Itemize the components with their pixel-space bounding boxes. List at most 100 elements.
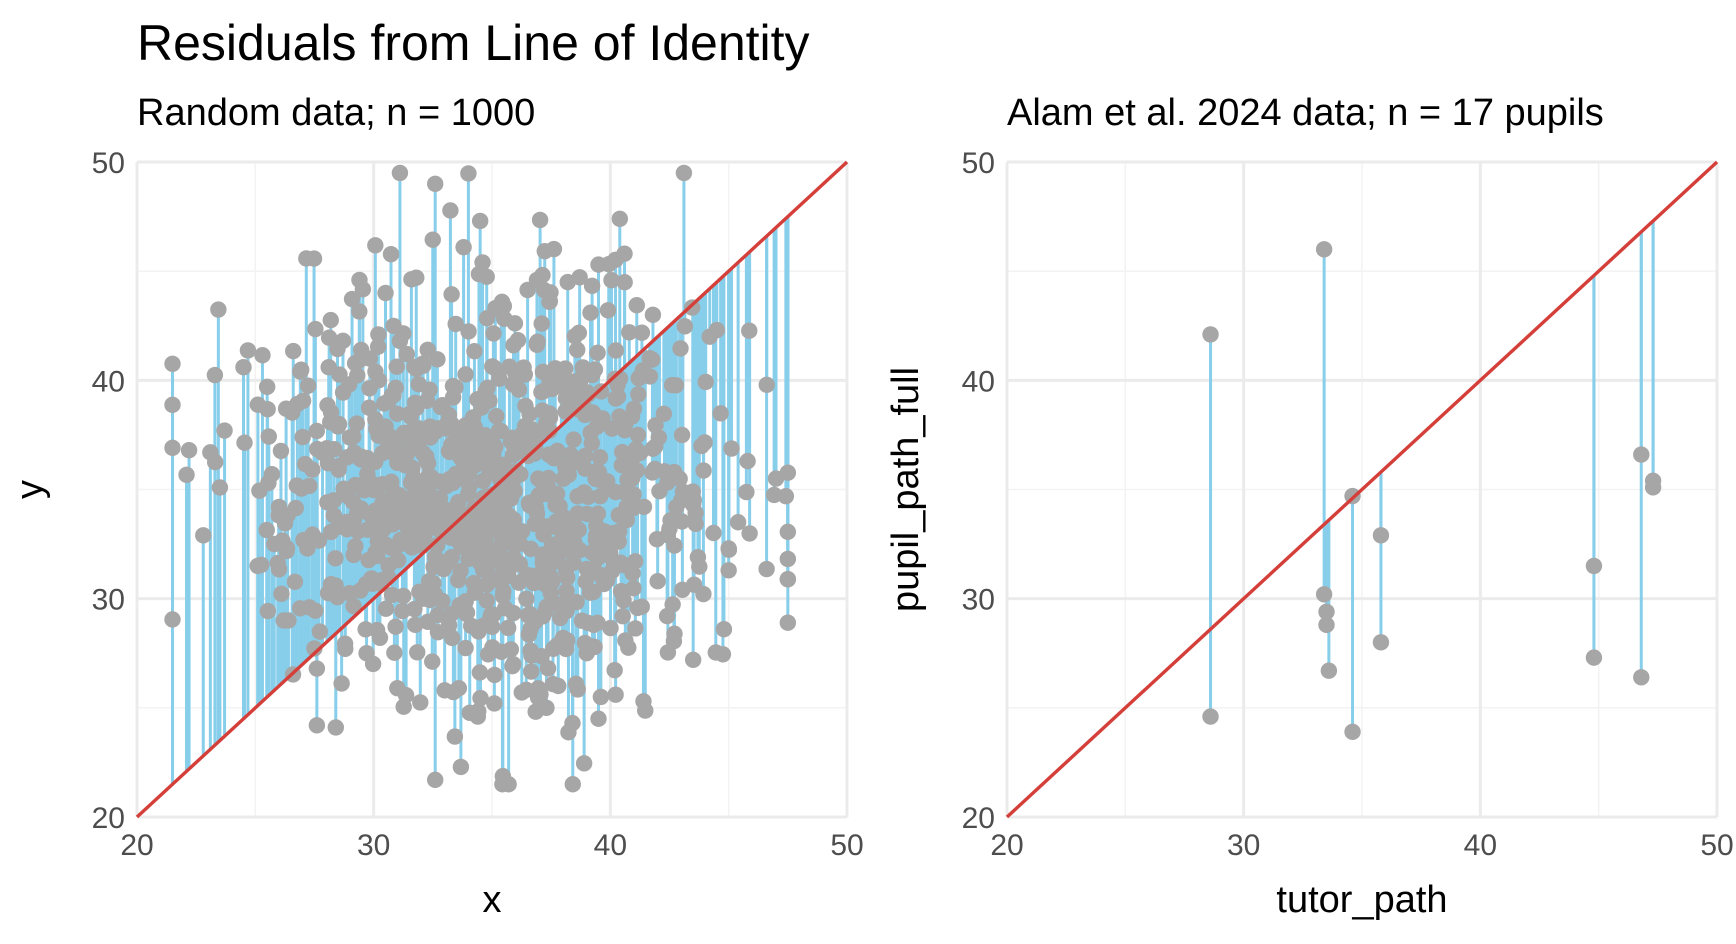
data-point [292, 361, 310, 378]
data-point [583, 277, 601, 295]
data-point [621, 324, 638, 341]
data-point [164, 396, 181, 414]
data-point [389, 552, 407, 569]
right-data-points [1202, 241, 1662, 741]
data-point [443, 629, 461, 647]
data-point [310, 532, 328, 549]
data-point [519, 607, 537, 624]
data-point [341, 584, 358, 602]
data-point [311, 623, 329, 640]
data-point [599, 302, 617, 319]
data-point [539, 519, 556, 536]
data-point [444, 377, 462, 395]
data-point [235, 359, 252, 376]
data-point [357, 621, 374, 638]
left-x-tick-label: 30 [357, 829, 390, 862]
data-point [779, 614, 797, 631]
data-point [533, 647, 550, 665]
left-y-tick-label: 50 [92, 147, 125, 180]
data-point [592, 383, 610, 400]
data-point [662, 512, 679, 529]
data-point [412, 694, 429, 711]
data-point [299, 377, 317, 394]
data-point [556, 594, 574, 611]
data-point [259, 602, 277, 620]
data-point [557, 403, 574, 420]
data-point [655, 405, 673, 422]
data-point [594, 410, 611, 427]
data-point [269, 554, 286, 572]
data-point [1320, 662, 1338, 679]
right-y-tick-label: 40 [962, 365, 995, 398]
data-point [1318, 603, 1335, 620]
data-point [779, 550, 797, 568]
data-point [359, 521, 376, 538]
data-point [548, 485, 566, 503]
data-point [367, 237, 384, 254]
data-point [607, 342, 625, 359]
data-point [374, 521, 392, 538]
data-point [573, 612, 591, 629]
data-point [568, 593, 585, 611]
left-x-tick-label: 50 [830, 829, 863, 862]
data-point [422, 429, 439, 446]
data-point [723, 440, 740, 457]
data-point [592, 688, 610, 706]
data-point [283, 404, 301, 421]
data-point [607, 251, 624, 268]
data-point [348, 415, 366, 432]
data-point [499, 619, 517, 637]
data-point [359, 465, 376, 483]
data-point [633, 324, 651, 341]
data-point [294, 428, 311, 446]
data-point [705, 524, 722, 542]
data-point [491, 572, 508, 590]
data-point [739, 452, 756, 470]
data-point [483, 618, 501, 636]
left-x-tick-label: 20 [120, 829, 153, 862]
data-point [377, 600, 395, 617]
data-point [258, 521, 275, 539]
data-point [488, 505, 506, 522]
data-point [360, 551, 377, 569]
data-point [542, 284, 559, 301]
data-point [633, 598, 650, 615]
data-point [424, 231, 441, 248]
data-point [443, 286, 460, 303]
data-point [696, 434, 713, 451]
data-point [617, 632, 634, 649]
data-point [471, 212, 489, 230]
data-point [779, 570, 797, 588]
data-point [564, 776, 581, 793]
data-point [674, 483, 692, 500]
data-point [346, 355, 364, 372]
data-point [569, 505, 586, 522]
data-point [609, 376, 626, 394]
data-point [301, 477, 318, 495]
data-point [298, 250, 315, 267]
data-point [286, 573, 304, 591]
data-point [308, 717, 326, 734]
data-point [607, 483, 624, 501]
data-point [720, 541, 738, 558]
data-point [537, 602, 554, 620]
data-point [164, 611, 181, 628]
data-point [409, 644, 426, 661]
data-point [544, 446, 562, 463]
data-point [738, 483, 755, 501]
data-point [474, 472, 492, 490]
data-point [589, 550, 606, 567]
data-point [505, 604, 522, 622]
data-point [514, 439, 532, 456]
data-point [486, 695, 503, 712]
data-point [504, 376, 522, 393]
data-point [729, 514, 747, 531]
right-identity-line [1005, 160, 1719, 819]
data-point [567, 675, 585, 693]
data-point [478, 268, 495, 285]
data-point [395, 698, 412, 715]
right-x-tick-label: 40 [1464, 829, 1497, 862]
data-point [464, 444, 482, 462]
data-point [526, 438, 544, 456]
